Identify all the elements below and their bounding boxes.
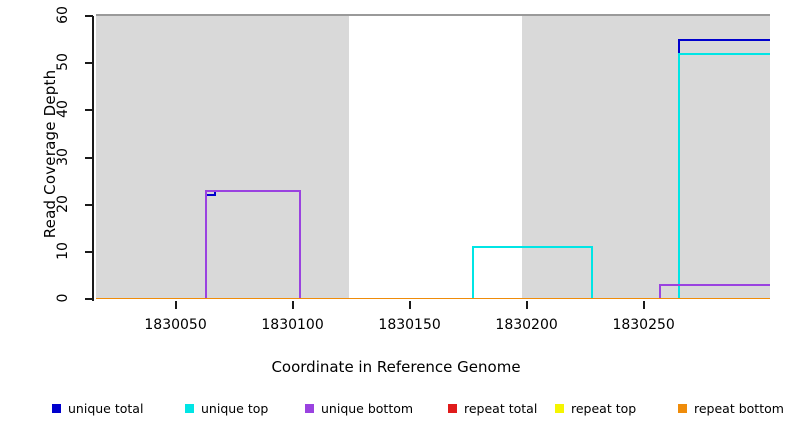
y-tick-label: 40	[55, 100, 71, 119]
series-segment	[472, 246, 593, 249]
x-tick-label: 1830050	[144, 317, 207, 333]
legend-swatch-icon	[52, 403, 61, 413]
x-tick-label: 1830100	[261, 317, 324, 333]
y-tick-mark	[85, 156, 93, 159]
y-tick-mark	[85, 203, 93, 206]
plot-top-border	[96, 14, 770, 16]
shaded-region	[521, 16, 770, 299]
y-tick-mark	[85, 250, 93, 253]
y-tick-label: 10	[55, 241, 71, 260]
legend-swatch-icon	[185, 403, 194, 413]
y-tick-mark	[85, 298, 93, 300]
legend-label: unique total	[68, 400, 144, 416]
series-riser	[298, 189, 301, 299]
series-riser	[214, 189, 217, 197]
x-axis-line	[92, 299, 94, 301]
legend-item-unique-top[interactable]: unique top	[185, 398, 268, 418]
series-riser	[659, 283, 661, 299]
series-segment	[205, 189, 300, 192]
series-riser	[677, 52, 680, 299]
x-tick-mark	[642, 301, 645, 309]
legend-item-unique-total[interactable]: unique total	[52, 398, 143, 418]
shaded-region	[96, 16, 349, 299]
series-segment	[660, 283, 770, 286]
y-axis-line	[92, 16, 94, 300]
series-riser	[471, 246, 474, 299]
series-segment	[96, 298, 672, 299]
series-riser	[591, 246, 594, 299]
legend-swatch-icon	[678, 403, 687, 413]
x-tick-mark	[174, 301, 177, 309]
series-segment	[678, 52, 770, 55]
legend-label: repeat total	[464, 400, 538, 416]
legend-label: repeat top	[571, 400, 637, 416]
y-tick-mark	[85, 109, 93, 112]
series-repeat-bottom	[96, 16, 770, 299]
legend-swatch-icon	[448, 403, 457, 413]
y-tick-label: 0	[55, 293, 71, 303]
legend-label: unique bottom	[321, 400, 414, 416]
legend-item-repeat-bottom[interactable]: repeat bottom	[678, 398, 784, 418]
y-tick-label: 20	[55, 194, 71, 213]
x-tick-label: 1830250	[612, 317, 675, 333]
plot-area	[96, 16, 770, 299]
chart-legend: unique total unique top unique bottom repea…	[0, 398, 792, 420]
series-segment	[671, 298, 770, 299]
legend-swatch-icon	[305, 403, 314, 413]
y-tick-mark	[85, 62, 93, 65]
y-tick-mark	[85, 15, 93, 17]
x-tick-mark	[291, 301, 294, 309]
y-tick-label: 30	[55, 147, 71, 166]
x-tick-label: 1830150	[378, 317, 441, 333]
legend-item-repeat-total[interactable]: repeat total	[448, 398, 537, 418]
legend-item-unique-bottom[interactable]: unique bottom	[305, 398, 413, 418]
y-tick-label: 50	[55, 53, 71, 72]
legend-swatch-icon	[555, 403, 564, 413]
x-tick-mark	[408, 301, 411, 309]
legend-item-repeat-top[interactable]: repeat top	[555, 398, 636, 418]
x-tick-mark	[525, 301, 528, 309]
series-riser	[204, 189, 207, 299]
x-axis-title: Coordinate in Reference Genome	[271, 358, 521, 376]
x-tick-label: 1830200	[495, 317, 558, 333]
series-segment	[678, 38, 770, 41]
legend-label: repeat bottom	[694, 400, 784, 416]
series-segment	[205, 194, 216, 197]
legend-label: unique top	[201, 400, 269, 416]
y-tick-label: 60	[55, 6, 71, 24]
